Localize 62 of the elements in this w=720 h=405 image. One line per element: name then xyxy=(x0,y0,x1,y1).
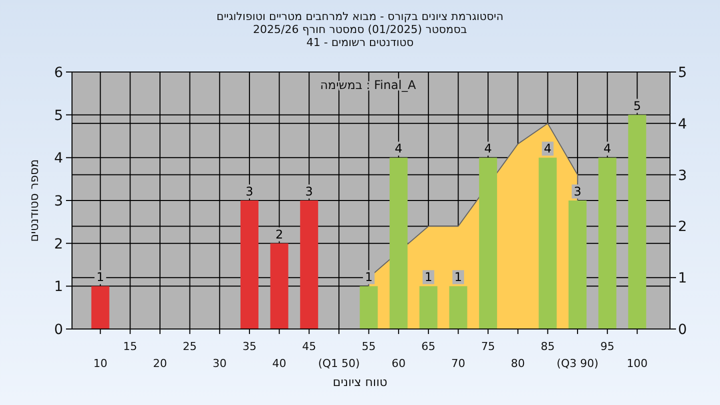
x-tick-label: 65 xyxy=(421,340,436,353)
bar xyxy=(360,286,378,329)
x-axis-title: טווח ציונים xyxy=(332,375,388,389)
y2-tick-label: 3 xyxy=(678,168,687,184)
y-tick-label: 3 xyxy=(54,194,63,210)
x-tick-label: 20 xyxy=(152,357,167,370)
y2-tick-label: 0 xyxy=(678,322,687,338)
data-label: 1 xyxy=(364,270,373,284)
data-label: 2 xyxy=(275,227,284,242)
x-tick-label: 60 xyxy=(392,357,406,370)
bar xyxy=(419,286,438,329)
data-label: 3 xyxy=(246,184,254,198)
x-tick-label: 75 xyxy=(481,340,496,353)
bar xyxy=(270,243,288,329)
chart-subtitle: בסמסטר (01/2025) סמסטר חורף 2025/26 סטודנטים רשומים - 41 xyxy=(253,23,467,49)
x-tick-label: (Q3 90) xyxy=(556,357,598,370)
data-label: 4 xyxy=(544,142,552,156)
x-tick-label: 30 xyxy=(212,357,227,370)
y-tick-label: 5 xyxy=(54,108,63,124)
bar xyxy=(240,200,258,329)
x-tick-label: 70 xyxy=(451,357,466,370)
bar xyxy=(479,158,498,329)
x-tick-label: 15 xyxy=(123,340,138,353)
y-tick-label: 1 xyxy=(54,279,63,296)
data-label: 5 xyxy=(633,98,642,113)
x-tick-label: 55 xyxy=(362,340,376,353)
y2-tick-label: 1 xyxy=(678,270,687,287)
y-tick-label: 0 xyxy=(54,322,63,338)
y-axis-title: מספר סטודנטים xyxy=(27,159,41,242)
y2-tick-label: 2 xyxy=(678,219,687,236)
data-label: 1 xyxy=(454,270,462,284)
bar xyxy=(568,200,587,329)
x-tick-label: 45 xyxy=(302,340,316,353)
y-tick-label: 2 xyxy=(54,236,63,252)
x-tick-label: 80 xyxy=(510,357,525,370)
data-label: 4 xyxy=(394,142,402,156)
x-tick-label: 25 xyxy=(182,340,197,353)
y2-tick-label: 4 xyxy=(678,116,687,132)
x-tick-label: 100 xyxy=(626,357,648,370)
chart-title: היסטוגרמת ציונים בקורס - מבוא למרחבים מטריים וטופולוגיים xyxy=(216,10,504,23)
y-tick-label: 4 xyxy=(54,150,64,167)
bar xyxy=(628,114,646,329)
x-tick-label: 85 xyxy=(540,340,555,353)
y2-tick-label: 5 xyxy=(678,65,687,81)
data-label: 4 xyxy=(604,142,612,156)
x-tick-label: 95 xyxy=(600,340,614,353)
bar xyxy=(300,200,318,329)
data-label: 3 xyxy=(305,184,313,198)
x-tick-label: (Q1 50) xyxy=(318,357,360,370)
data-label: 3 xyxy=(574,184,582,198)
x-tick-label: 40 xyxy=(272,357,286,370)
x-tick-label: 35 xyxy=(242,340,256,353)
bar xyxy=(598,158,616,329)
bar xyxy=(538,158,557,329)
y-tick-label: 6 xyxy=(54,65,64,81)
data-label: 4 xyxy=(484,142,492,156)
x-tick-label: 10 xyxy=(93,357,108,370)
bar xyxy=(390,158,408,329)
bar xyxy=(449,286,468,329)
data-label: 1 xyxy=(424,270,432,284)
bar xyxy=(91,286,110,329)
data-label: 1 xyxy=(96,270,104,284)
